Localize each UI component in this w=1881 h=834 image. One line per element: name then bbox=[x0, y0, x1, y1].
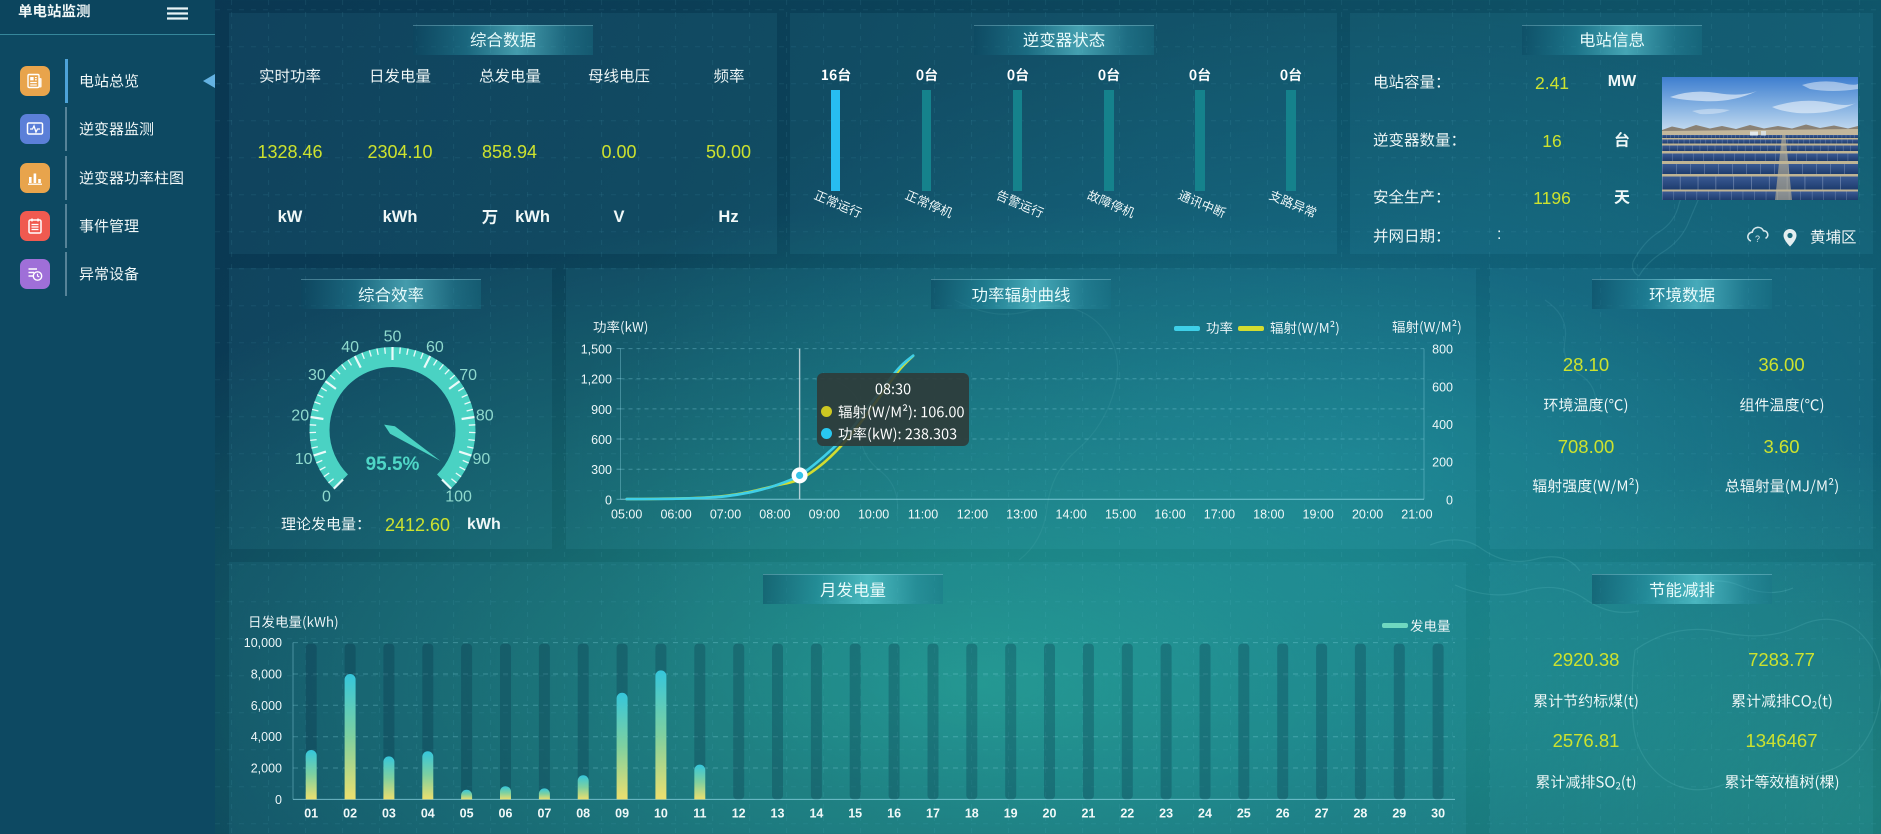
svg-text:11: 11 bbox=[693, 806, 706, 820]
svg-text:100: 100 bbox=[445, 488, 472, 505]
svg-text:01: 01 bbox=[304, 806, 318, 820]
svg-text:4,000: 4,000 bbox=[251, 730, 282, 744]
svg-text:70: 70 bbox=[459, 367, 477, 384]
svg-text:12:00: 12:00 bbox=[957, 507, 988, 521]
svg-text:30: 30 bbox=[1431, 806, 1445, 820]
svg-text:16:00: 16:00 bbox=[1154, 507, 1185, 521]
svg-text:?: ? bbox=[1755, 234, 1760, 244]
svg-text:0: 0 bbox=[1446, 493, 1453, 507]
svg-text:06:00: 06:00 bbox=[660, 507, 691, 521]
svg-text:05:00: 05:00 bbox=[611, 507, 642, 521]
svg-text:95.5%: 95.5% bbox=[366, 454, 420, 475]
svg-text:06: 06 bbox=[499, 806, 513, 820]
svg-text:600: 600 bbox=[1432, 380, 1453, 394]
svg-text:12: 12 bbox=[732, 806, 746, 820]
svg-text:90: 90 bbox=[473, 451, 491, 468]
svg-text:1,500: 1,500 bbox=[581, 343, 612, 357]
svg-text:22: 22 bbox=[1120, 806, 1134, 820]
svg-text:07: 07 bbox=[537, 806, 551, 820]
svg-text:23: 23 bbox=[1159, 806, 1173, 820]
svg-text:08: 08 bbox=[576, 806, 590, 820]
svg-text:24: 24 bbox=[1198, 806, 1212, 820]
svg-text:10: 10 bbox=[295, 451, 313, 468]
svg-text:13:00: 13:00 bbox=[1006, 507, 1037, 521]
svg-text:09:00: 09:00 bbox=[809, 507, 840, 521]
svg-text:21: 21 bbox=[1081, 806, 1095, 820]
svg-text:200: 200 bbox=[1432, 456, 1453, 470]
svg-text:19:00: 19:00 bbox=[1303, 507, 1334, 521]
svg-text:1,200: 1,200 bbox=[581, 373, 612, 387]
svg-text:26: 26 bbox=[1276, 806, 1290, 820]
svg-text:0: 0 bbox=[275, 793, 282, 807]
svg-text:0: 0 bbox=[322, 488, 331, 505]
svg-text:14: 14 bbox=[809, 806, 823, 820]
svg-text:40: 40 bbox=[341, 339, 359, 356]
svg-text:03: 03 bbox=[382, 806, 396, 820]
svg-text:15: 15 bbox=[848, 806, 862, 820]
svg-text:18: 18 bbox=[965, 806, 979, 820]
svg-text:14:00: 14:00 bbox=[1056, 507, 1087, 521]
svg-text:6,000: 6,000 bbox=[251, 699, 282, 713]
svg-text:07:00: 07:00 bbox=[710, 507, 741, 521]
svg-text:04: 04 bbox=[421, 806, 435, 820]
svg-text:50: 50 bbox=[384, 329, 402, 346]
svg-text:21:00: 21:00 bbox=[1401, 507, 1432, 521]
svg-text:10,000: 10,000 bbox=[244, 636, 282, 650]
svg-text:18:00: 18:00 bbox=[1253, 507, 1284, 521]
svg-text:11:00: 11:00 bbox=[908, 507, 938, 521]
svg-text:600: 600 bbox=[591, 433, 612, 447]
svg-text:19: 19 bbox=[1004, 806, 1018, 820]
svg-text:28: 28 bbox=[1353, 806, 1367, 820]
svg-text:900: 900 bbox=[591, 403, 612, 417]
svg-text:15:00: 15:00 bbox=[1105, 507, 1136, 521]
svg-text:20:00: 20:00 bbox=[1352, 507, 1383, 521]
svg-text:60: 60 bbox=[426, 339, 444, 356]
svg-text:20: 20 bbox=[291, 408, 309, 425]
svg-text:27: 27 bbox=[1315, 806, 1329, 820]
svg-text:05: 05 bbox=[460, 806, 474, 820]
svg-text:300: 300 bbox=[591, 463, 612, 477]
svg-text:2,000: 2,000 bbox=[251, 762, 282, 776]
svg-text:17:00: 17:00 bbox=[1204, 507, 1235, 521]
svg-text:0: 0 bbox=[605, 493, 612, 507]
svg-text:29: 29 bbox=[1392, 806, 1406, 820]
svg-text:17: 17 bbox=[926, 806, 940, 820]
svg-text:80: 80 bbox=[476, 408, 494, 425]
svg-text:8,000: 8,000 bbox=[251, 668, 282, 682]
svg-text:02: 02 bbox=[343, 806, 357, 820]
svg-text:800: 800 bbox=[1432, 343, 1453, 357]
svg-text:10: 10 bbox=[654, 806, 668, 820]
svg-text:30: 30 bbox=[308, 367, 326, 384]
svg-text:08:00: 08:00 bbox=[759, 507, 790, 521]
svg-text:10:00: 10:00 bbox=[858, 507, 889, 521]
svg-text:16: 16 bbox=[887, 806, 901, 820]
svg-text:25: 25 bbox=[1237, 806, 1251, 820]
svg-text:13: 13 bbox=[771, 806, 785, 820]
svg-text:20: 20 bbox=[1043, 806, 1057, 820]
svg-text:400: 400 bbox=[1432, 418, 1453, 432]
svg-text:09: 09 bbox=[615, 806, 629, 820]
